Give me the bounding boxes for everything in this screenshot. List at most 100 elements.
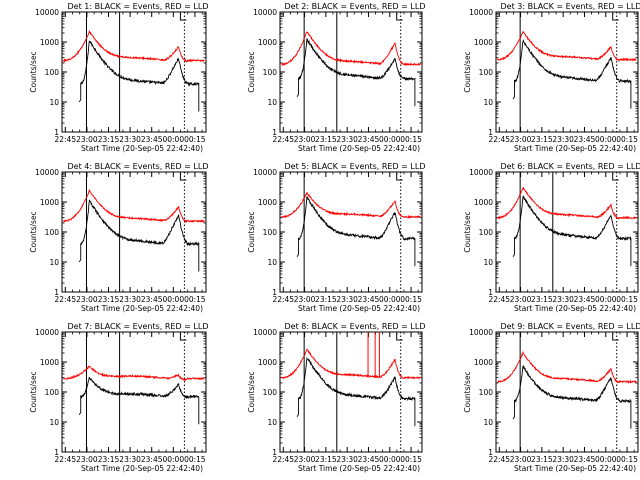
x-tick-label: 23:00 [510, 455, 532, 464]
bracket-mark [612, 173, 619, 181]
x-tick-label: 23:15 [531, 295, 553, 304]
panel-det-1: Det 1: BLACK = Events, RED = LLD 1 10 100 10… [29, 2, 208, 153]
x-axis-label: Start Time (20-Sep-05 22:42:40) [298, 304, 420, 313]
x-axis-label: Start Time (20-Sep-05 22:42:40) [514, 464, 636, 473]
y-tick-label: 10 [49, 258, 59, 267]
bracket-mark [612, 333, 619, 341]
x-tick-label: 00:15 [400, 455, 422, 464]
y-tick-label: 1000 [474, 38, 493, 47]
y-tick-label: 1 [54, 128, 59, 137]
y-tick-label: 10 [267, 98, 277, 107]
y-tick-label: 10000 [469, 168, 493, 177]
y-tick-label: 10000 [253, 328, 277, 337]
x-tick-label: 23:15 [531, 455, 553, 464]
series-lld-line [281, 192, 421, 219]
x-tick-label: 23:15 [98, 295, 120, 304]
series-events-line [512, 195, 632, 267]
series-events-line [78, 199, 200, 272]
series-events-line [78, 376, 200, 425]
x-tick-label: 22:45 [54, 135, 76, 144]
x-tick-label: 00:00 [595, 455, 617, 464]
x-axis-label: Start Time (20-Sep-05 22:42:40) [514, 304, 636, 313]
series-events-line [78, 40, 200, 112]
y-tick-label: 10000 [469, 328, 493, 337]
x-tick-label: 00:00 [379, 295, 401, 304]
x-tick-label: 00:00 [162, 295, 184, 304]
x-tick-label: 00:00 [162, 135, 184, 144]
x-tick-label: 23:15 [98, 135, 120, 144]
y-axis-label: Counts/sec [247, 51, 256, 92]
x-axis-label: Start Time (20-Sep-05 22:42:40) [81, 464, 203, 473]
x-tick-label: 22:45 [488, 455, 510, 464]
panel-det-7: Det 7: BLACK = Events, RED = LLD 1 10 100 10… [29, 322, 208, 473]
y-tick-label: 10 [483, 258, 493, 267]
y-tick-label: 1 [54, 448, 59, 457]
y-tick-label: 10 [49, 418, 59, 427]
y-tick-label: 10000 [35, 168, 59, 177]
x-axis-label: Start Time (20-Sep-05 22:42:40) [81, 144, 203, 153]
x-axis-label: Start Time (20-Sep-05 22:42:40) [81, 304, 203, 313]
x-tick-label: 00:15 [616, 135, 638, 144]
y-tick-label: 1000 [40, 38, 59, 47]
y-tick-label: 1000 [40, 358, 59, 367]
y-tick-label: 100 [479, 68, 494, 77]
series-lld-line [63, 189, 205, 224]
y-tick-label: 1 [272, 128, 277, 137]
x-tick-label: 23:00 [294, 295, 316, 304]
x-tick-label: 23:15 [315, 295, 337, 304]
bracket-mark [396, 333, 403, 341]
x-tick-label: 00:00 [595, 135, 617, 144]
y-tick-label: 100 [45, 68, 60, 77]
x-tick-label: 00:15 [400, 295, 422, 304]
x-tick-label: 23:45 [141, 295, 163, 304]
y-tick-label: 1000 [40, 198, 59, 207]
panel-title: Det 1: BLACK = Events, RED = LLD [68, 2, 209, 11]
series-events-line [296, 196, 416, 267]
x-tick-label: 00:15 [184, 295, 206, 304]
x-tick-label: 23:30 [552, 455, 574, 464]
y-tick-label: 1 [488, 448, 493, 457]
x-tick-label: 23:15 [531, 135, 553, 144]
panel-title: Det 3: BLACK = Events, RED = LLD [501, 2, 640, 11]
y-tick-label: 1000 [258, 358, 277, 367]
x-axis-label: Start Time (20-Sep-05 22:42:40) [298, 144, 420, 153]
panel-det-5: Det 5: BLACK = Events, RED = LLD 1 10 100 10… [247, 162, 425, 313]
bracket-mark [179, 13, 187, 21]
y-tick-label: 10 [483, 418, 493, 427]
x-tick-label: 23:00 [76, 135, 98, 144]
y-tick-label: 10 [267, 258, 277, 267]
y-axis-label: Counts/sec [29, 51, 38, 92]
bracket-mark [396, 173, 403, 181]
panel-det-3: Det 3: BLACK = Events, RED = LLD 1 10 100 10… [463, 2, 640, 153]
x-tick-label: 22:45 [272, 295, 294, 304]
x-tick-label: 23:00 [76, 295, 98, 304]
y-axis-label: Counts/sec [29, 371, 38, 412]
x-tick-label: 00:15 [616, 295, 638, 304]
x-tick-label: 23:30 [552, 135, 574, 144]
x-tick-label: 23:45 [574, 135, 596, 144]
x-tick-label: 23:45 [358, 455, 380, 464]
y-tick-label: 100 [479, 388, 494, 397]
bracket-mark [179, 333, 187, 341]
y-tick-label: 1000 [258, 38, 277, 47]
y-tick-label: 10000 [469, 8, 493, 17]
panel-det-6: Det 6: BLACK = Events, RED = LLD 1 10 100 10… [463, 162, 640, 313]
x-tick-label: 23:00 [510, 135, 532, 144]
y-axis-label: Counts/sec [463, 211, 472, 252]
series-lld-line [497, 186, 637, 220]
x-tick-label: 23:00 [294, 135, 316, 144]
series-lld-line [496, 30, 637, 62]
x-tick-label: 23:30 [552, 295, 574, 304]
x-tick-label: 23:30 [119, 135, 141, 144]
panel-det-9: Det 9: BLACK = Events, RED = LLD 1 10 100 10… [463, 322, 640, 473]
y-tick-label: 1000 [474, 198, 493, 207]
x-tick-label: 00:00 [162, 455, 184, 464]
series-events-line [296, 356, 416, 427]
x-tick-label: 00:15 [184, 455, 206, 464]
series-lld-line [63, 365, 205, 382]
x-tick-label: 22:45 [272, 455, 294, 464]
y-tick-label: 1000 [474, 358, 493, 367]
panel-det-4: Det 4: BLACK = Events, RED = LLD 1 10 100 10… [29, 162, 208, 313]
y-tick-label: 100 [263, 228, 278, 237]
